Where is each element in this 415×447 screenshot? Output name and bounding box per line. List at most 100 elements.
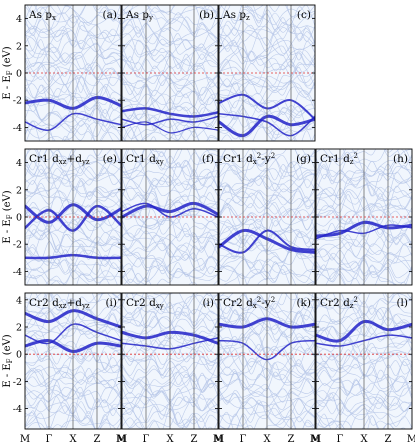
panel-label-text: Cr1 d [223, 153, 253, 165]
panel-tag: (g) [296, 153, 311, 165]
panel-g: Cr1 dx2-y2 (g) [218, 148, 316, 286]
k-point-label: X [69, 434, 77, 445]
k-point-label: Z [385, 434, 392, 445]
k-point-label: M [117, 434, 127, 445]
y-tick-label: 4 [16, 295, 22, 306]
panel-label: Cr2 dx2-y2 [223, 296, 275, 310]
k-point-label: M [310, 434, 320, 445]
k-point-label: X [360, 434, 368, 445]
background-band [26, 270, 118, 285]
panel-label-text: -y [261, 297, 271, 309]
panel-label: Cr2 dz2 [320, 296, 358, 310]
panel-label-text: Cr1 d [126, 153, 156, 165]
panel-label-superscript: 2 [354, 296, 358, 304]
y-tick-label: 0 [16, 350, 22, 361]
panel-label-superscript: 2 [257, 296, 261, 304]
panel-label-text: Cr2 d [29, 297, 59, 309]
panel-tag: (i) [105, 297, 117, 309]
y-axis-label-subscript: F [6, 70, 14, 75]
y-tick-label: 2 [16, 323, 22, 334]
k-point-label: M [20, 434, 30, 445]
panel-label: Cr1 dxz+dyz [29, 153, 90, 166]
panel-tag: (a) [103, 9, 117, 21]
y-tick-label: -4 [13, 123, 22, 134]
panel-label-subscript: xy [156, 158, 164, 166]
panel-frame [218, 292, 316, 430]
panel-tag: (k) [296, 297, 311, 309]
panel-label-subscript: x [52, 14, 56, 22]
panel-e: Cr1 dxz+dyz (e) [24, 148, 122, 286]
panel-label-text: Cr1 d [29, 153, 59, 165]
y-tick-label: 2 [16, 41, 22, 52]
y-tick-label: -4 [13, 404, 22, 415]
panel-label-text: +d [66, 297, 82, 309]
y-tick-label: 0 [16, 213, 22, 224]
background-band [25, 149, 121, 166]
panel-label-subscript: yz [81, 158, 90, 166]
panel-label: As px [28, 9, 56, 22]
panel-tag: (f) [202, 153, 214, 165]
panel-label-subscript: z [350, 158, 354, 166]
background-band [124, 293, 218, 309]
panel-label-text: +d [66, 153, 82, 165]
k-point-label: M [407, 434, 415, 445]
background-band [132, 149, 218, 163]
panel-tag: (b) [199, 9, 214, 21]
y-tick-label: 4 [16, 158, 22, 169]
panel-label-subscript: xy [156, 302, 164, 310]
y-axis-label-text: E - E [2, 363, 13, 387]
background-band [26, 122, 114, 141]
y-axis-label-text: E - E [2, 75, 13, 99]
panel-label: Cr1 dxy [126, 153, 164, 166]
panel-label-text: As p [222, 9, 246, 21]
k-point-label: Γ [143, 434, 150, 445]
panel-label-subscript: yz [81, 302, 90, 310]
k-point-label: X [166, 434, 174, 445]
panel-label-text: Cr2 d [223, 297, 253, 309]
background-band [328, 149, 412, 164]
panel-label-subscript: z [246, 14, 250, 22]
k-point-label: Γ [337, 434, 344, 445]
y-axis-label-subscript: F [6, 214, 14, 219]
k-point-label: Z [94, 434, 101, 445]
panel-tag: (l) [396, 297, 408, 309]
k-point-label: M [213, 434, 223, 445]
panel-c: As pz (c) [218, 4, 316, 142]
y-tick-label: -2 [13, 377, 22, 388]
panel-i: Cr2 dxy (i) [121, 292, 219, 430]
y-tick-label: 4 [16, 14, 22, 25]
panel-label-subscript: x [253, 302, 257, 310]
k-point-label: M [311, 434, 321, 445]
panel-label-text: Cr2 d [126, 297, 156, 309]
k-point-label: M [116, 434, 126, 445]
panel-label-superscript: 2 [354, 152, 358, 160]
panel-frame [315, 292, 413, 430]
panel-label-text: Cr1 d [320, 153, 350, 165]
k-point-label: Γ [240, 434, 247, 445]
k-point-label: Z [288, 434, 295, 445]
panel-label: As py [125, 9, 153, 22]
panel-label-text: As p [28, 9, 52, 21]
panel-label-text: -y [261, 153, 271, 165]
panel-label: Cr1 dx2-y2 [223, 152, 275, 166]
panel-label-subscript: y [148, 14, 153, 22]
panel-label-superscript: 2 [271, 296, 275, 304]
panel-b: As py (b) [121, 4, 219, 142]
k-point-label: X [263, 434, 271, 445]
panel-frame [24, 292, 122, 430]
panel-label: Cr2 dxz+dyz [29, 297, 90, 310]
panel-k: Cr2 dx2-y2 (k) [218, 292, 316, 430]
panel-label-superscript: 2 [257, 152, 261, 160]
y-tick-label: -2 [13, 96, 22, 107]
panel-frame [121, 292, 219, 430]
panel-label-subscript: x [253, 158, 257, 166]
background-band [319, 293, 412, 306]
panel-label: Cr2 dxy [126, 297, 164, 310]
panel-label-subscript: xz [59, 302, 67, 310]
k-point-label: M [214, 434, 224, 445]
panel-tag: (h) [393, 153, 408, 165]
background-band [220, 5, 315, 19]
y-axis-label-unit: (eV) [2, 46, 13, 70]
background-band [25, 293, 121, 311]
